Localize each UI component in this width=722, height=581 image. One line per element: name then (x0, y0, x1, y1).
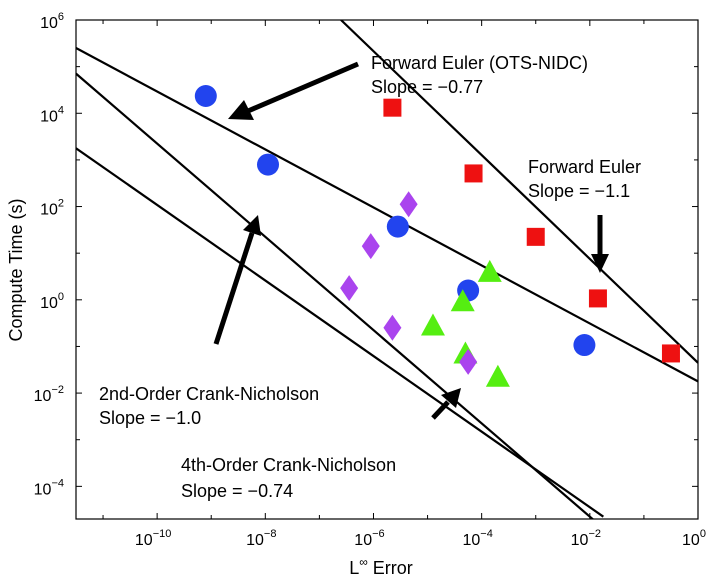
marker-triangle (485, 364, 510, 387)
arrowhead-cn2 (243, 215, 261, 236)
marker-circle (573, 334, 596, 357)
annotation-cn4-slope: Slope = −0.74 (181, 481, 293, 501)
arrowhead-cn4 (441, 388, 461, 408)
marker-square (383, 98, 402, 117)
marker-circle (194, 85, 217, 108)
marker-diamond (383, 314, 402, 341)
x-tick-label: 10−8 (246, 528, 276, 549)
axes-box (75, 19, 699, 520)
arrow-cn2 (213, 232, 255, 345)
fit-line-0 (340, 20, 698, 364)
fit-line-3 (76, 147, 604, 518)
arrowhead-fe (591, 254, 609, 273)
y-axis-title: Compute Time (s) (6, 198, 26, 341)
annotation-fe-otsnidc-slope: Slope = −0.77 (371, 77, 483, 97)
annotation-cn2-slope: Slope = −1.0 (99, 408, 201, 428)
x-tick-label: 100 (682, 528, 706, 549)
marker-square (661, 344, 680, 363)
axis-ticks: 10−10 10−8 10−6 10−4 10−2 100 10−4 10−2 100 102 10… (34, 11, 706, 549)
y-tick-label: 106 (40, 11, 64, 32)
fit-lines (76, 20, 698, 519)
arrow-fe-otsnidc (247, 61, 359, 114)
x-tick-label: 10−6 (354, 528, 384, 549)
annotation-arrows (213, 61, 609, 420)
marker-circle (257, 153, 280, 176)
marker-triangle (450, 289, 475, 312)
marker-diamond (340, 275, 359, 302)
y-tick-label: 104 (40, 104, 64, 125)
arrowhead-fe-otsnidc (228, 100, 254, 120)
y-tick-label: 10−4 (34, 477, 64, 498)
x-tick-label: 10−10 (135, 528, 171, 549)
marker-triangle (477, 259, 502, 282)
x-axis-title: L∞ Error (349, 555, 413, 578)
marker-square (588, 289, 607, 308)
y-tick-label: 100 (40, 291, 64, 312)
x-tick-label: 10−4 (462, 528, 492, 549)
marker-circle (386, 215, 409, 238)
marker-square (526, 227, 545, 246)
marker-diamond (361, 233, 380, 260)
marker-square (464, 164, 483, 183)
annotation-fe-otsnidc-name: Forward Euler (OTS-NIDC) (371, 53, 588, 73)
y-tick-label: 102 (40, 198, 64, 219)
annotation-cn4-name: 4th-Order Crank-Nicholson (181, 455, 396, 475)
y-tick-label: 10−2 (34, 384, 64, 405)
fit-line-1 (76, 47, 698, 383)
annotation-fe-name: Forward Euler (528, 157, 641, 177)
arrow-cn4 (431, 400, 450, 420)
marker-diamond (459, 348, 478, 375)
annotation-fe-slope: Slope = −1.1 (528, 181, 630, 201)
data-markers (194, 85, 680, 387)
marker-triangle (420, 313, 445, 336)
x-tick-label: 10−2 (571, 528, 601, 549)
fit-line-2 (76, 72, 595, 519)
annotation-cn2-name: 2nd-Order Crank-Nicholson (99, 384, 319, 404)
marker-diamond (399, 191, 418, 218)
